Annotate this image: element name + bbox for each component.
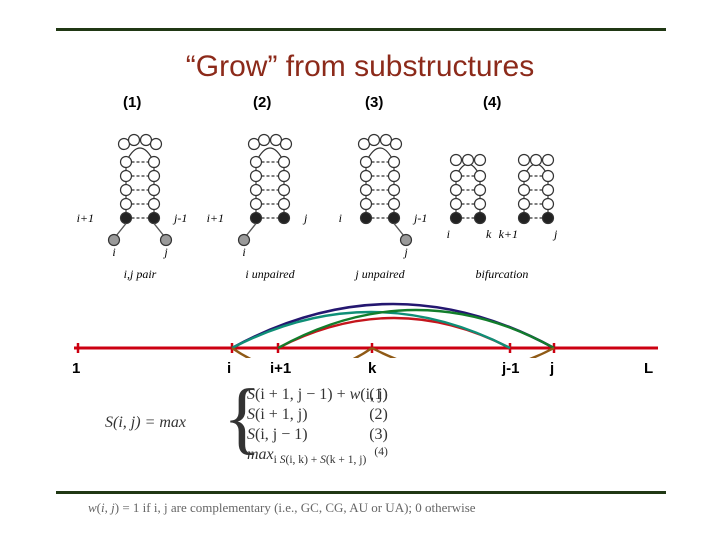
svg-text:j: j — [552, 227, 558, 241]
svg-text:j: j — [302, 211, 308, 225]
svg-text:i: i — [339, 211, 342, 225]
bottom-rule — [56, 491, 666, 494]
case-2: (2) — [253, 94, 271, 111]
svg-text:i+1: i+1 — [77, 211, 94, 225]
case-1: (1) — [123, 94, 141, 111]
arc-diagram: 1 i i+1 k j-1 j L — [72, 298, 662, 360]
top-rule — [56, 28, 666, 31]
formula-row: maxi S(i, k) + S(k + 1, j)(4) — [247, 446, 388, 466]
axis-jm1: j-1 — [502, 360, 520, 377]
page-title: “Grow” from substructures — [0, 50, 720, 84]
svg-text:k+1: k+1 — [499, 227, 518, 241]
axis-L: L — [644, 360, 653, 377]
svg-text:i: i — [447, 227, 450, 241]
svg-text:k: k — [486, 227, 492, 241]
formula-row: S(i, j − 1)(3) — [247, 426, 388, 446]
svg-text:j-1: j-1 — [412, 211, 427, 225]
axis-ip1: i+1 — [270, 360, 291, 377]
formula-lhs: S(i, j) = max — [105, 414, 186, 432]
case-4: (4) — [483, 94, 501, 111]
formula-row: S(i + 1, j)(2) — [247, 406, 388, 426]
svg-text:j-1: j-1 — [172, 211, 187, 225]
footnote: w(i, j) = 1 if i, j are complementary (i… — [88, 500, 688, 516]
axis-k: k — [368, 360, 376, 377]
svg-text:i+1: i+1 — [207, 211, 224, 225]
axis-1: 1 — [72, 360, 80, 377]
case-3: (3) — [365, 94, 383, 111]
axis-j: j — [550, 360, 554, 377]
formula-row: S(i + 1, j − 1) + w(i, j)(1) — [247, 386, 388, 406]
